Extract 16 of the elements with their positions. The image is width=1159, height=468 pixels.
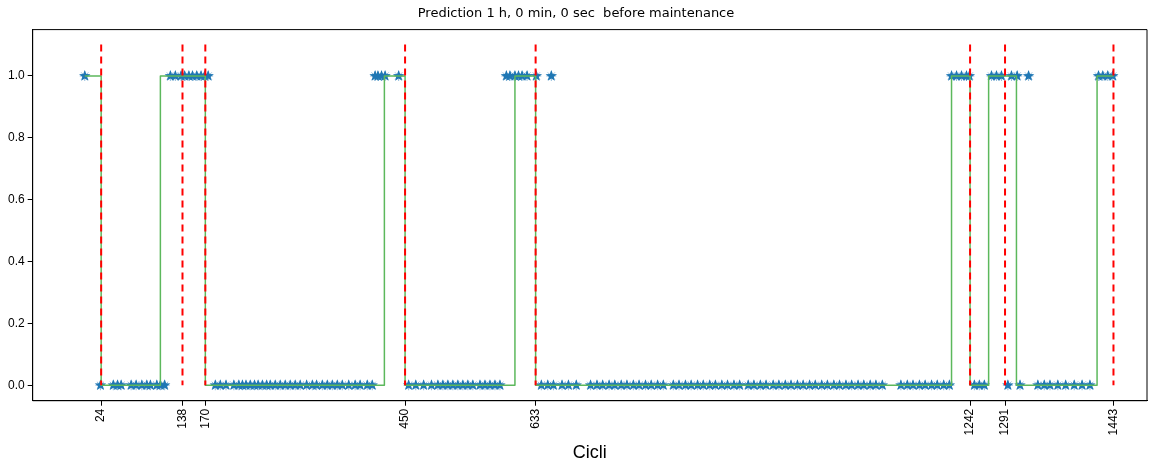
x-tick-label: 1242 xyxy=(962,408,977,436)
y-tick-label: 0.6 xyxy=(7,192,25,206)
x-axis-title: Cicli xyxy=(572,442,607,463)
x-tick-label: 170 xyxy=(197,408,212,429)
x-tick-label: 138 xyxy=(174,408,189,429)
x-tick-label: 450 xyxy=(397,408,412,429)
y-tick-label: 0.0 xyxy=(7,377,25,392)
x-tick-label: 1443 xyxy=(1105,408,1120,436)
x-tick-label: 633 xyxy=(527,408,542,429)
y-tick-label: 1.0 xyxy=(7,68,25,83)
y-tick-label: 0.2 xyxy=(7,315,25,330)
x-tick-label: 1291 xyxy=(997,408,1012,436)
y-tick-label: 0.4 xyxy=(7,253,25,268)
y-tick-label: 0.8 xyxy=(7,130,25,145)
chart-title: Prediction 1 h, 0 min, 0 sec before maintenance xyxy=(417,5,735,21)
x-tick-label: 24 xyxy=(93,408,108,423)
